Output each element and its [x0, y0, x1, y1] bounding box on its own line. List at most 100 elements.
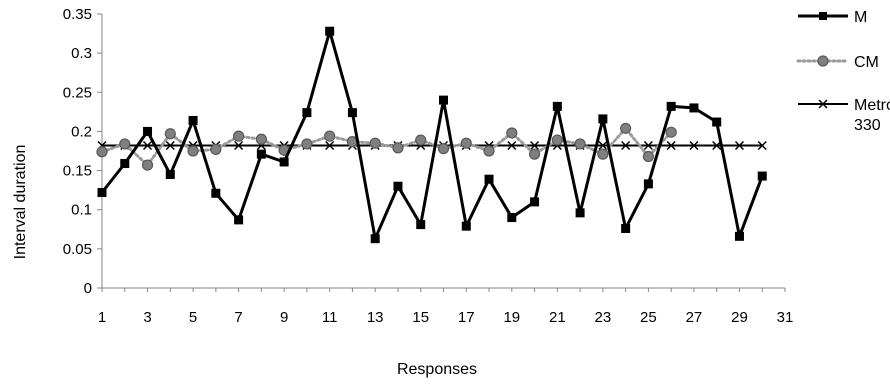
x-tick-label: 17: [458, 309, 475, 326]
x-tick-label: 5: [189, 309, 197, 326]
y-tick-label: 0.1: [71, 202, 92, 219]
x-tick-label: 21: [549, 309, 566, 326]
y-tick-label: 0.25: [63, 84, 92, 101]
y-tick-label: 0: [84, 280, 92, 297]
data-point-circle: [415, 134, 427, 146]
data-point-square: [621, 224, 631, 234]
data-point-square: [530, 197, 540, 207]
data-point-circle: [620, 122, 632, 134]
data-point-circle: [324, 130, 336, 142]
data-point-square: [734, 231, 744, 241]
y-axis-label: Interval duration: [12, 145, 29, 260]
data-point-x: [757, 140, 767, 151]
data-point-x: [165, 140, 175, 151]
data-point-square: [211, 188, 221, 198]
legend-item-m: M: [798, 9, 867, 26]
data-point-circle: [551, 134, 563, 146]
data-point-square: [302, 108, 312, 118]
data-point-square: [370, 234, 380, 244]
data-point-square: [143, 126, 153, 136]
series-m: [97, 26, 767, 244]
data-point-square: [598, 114, 608, 124]
data-point-circle: [642, 150, 655, 163]
data-point-square: [712, 117, 722, 127]
y-tick-label: 0.3: [71, 45, 92, 62]
data-point-x: [325, 140, 335, 151]
data-point-circle: [119, 138, 131, 150]
data-point-circle: [255, 133, 267, 145]
data-point-square: [484, 174, 494, 184]
data-point-square: [393, 181, 403, 191]
x-tick-label: 29: [731, 309, 748, 326]
data-point-square: [552, 101, 562, 111]
data-point-x: [507, 140, 517, 151]
legend-label: M: [854, 9, 867, 26]
data-point-square: [416, 220, 426, 230]
data-point-x: [530, 140, 540, 151]
data-point-circle: [483, 145, 495, 157]
data-point-square: [188, 115, 198, 125]
data-point-x: [234, 140, 244, 151]
axes: 00.050.10.150.20.250.30.351 3 5 7 9 11 13 15 17 1…: [63, 6, 794, 326]
legend-swatch-marker: [818, 99, 828, 109]
data-point-square: [507, 213, 517, 223]
data-point-square: [97, 187, 107, 197]
x-tick-label: 31: [777, 309, 794, 326]
data-point-square: [666, 101, 676, 111]
x-axis-label: Responses: [397, 361, 477, 378]
data-point-circle: [187, 145, 199, 157]
data-point-square: [120, 159, 130, 169]
data-point-x: [666, 140, 676, 151]
data-point-circle: [369, 137, 381, 149]
x-tick-label: 3: [143, 309, 151, 326]
series-metro-330: [97, 140, 767, 151]
data-point-circle: [141, 159, 154, 171]
data-point-square: [347, 108, 357, 118]
x-tick-label: 23: [595, 309, 612, 326]
data-point-x: [689, 140, 699, 151]
data-point-x: [643, 140, 653, 151]
x-tick-label: 13: [367, 309, 384, 326]
data-point-square: [256, 149, 266, 159]
data-point-square: [234, 215, 244, 225]
x-tick-label: 11: [322, 309, 338, 326]
data-point-circle: [528, 148, 541, 160]
data-point-square: [689, 103, 699, 113]
data-point-circle: [164, 128, 176, 140]
data-point-circle: [597, 148, 609, 160]
data-point-circle: [96, 146, 108, 158]
data-point-square: [575, 208, 585, 218]
legend-item-metro-330: Metro 330: [798, 97, 890, 134]
data-point-circle: [392, 142, 404, 154]
data-point-x: [598, 140, 608, 151]
series-cm: [96, 122, 677, 171]
series-layer: [96, 26, 767, 244]
legend-swatch-marker: [819, 12, 827, 20]
data-point-circle: [437, 143, 450, 155]
legend-swatch-marker: [817, 55, 829, 67]
x-tick-label: 9: [280, 309, 288, 326]
data-point-square: [325, 26, 335, 36]
series-line: [100, 29, 764, 241]
data-point-x: [143, 140, 153, 151]
legend: M CM Metro 330: [796, 9, 890, 134]
legend-label: Metro: [854, 97, 890, 114]
data-point-circle: [301, 138, 313, 150]
x-tick-label: 27: [686, 309, 703, 326]
data-point-square: [165, 169, 175, 179]
x-tick-label: 1: [98, 309, 106, 326]
data-point-square: [757, 171, 767, 181]
data-point-circle: [233, 130, 245, 142]
legend-label: 330: [854, 117, 881, 134]
x-tick-label: 19: [503, 309, 520, 326]
legend-item-cm: CM: [796, 54, 879, 71]
data-point-square: [439, 95, 448, 105]
y-tick-label: 0.15: [63, 163, 92, 180]
x-tick-label: 15: [412, 309, 429, 326]
y-tick-label: 0.05: [63, 241, 92, 258]
data-point-x: [621, 140, 631, 151]
x-tick-label: 25: [640, 309, 657, 326]
data-point-x: [734, 140, 744, 151]
